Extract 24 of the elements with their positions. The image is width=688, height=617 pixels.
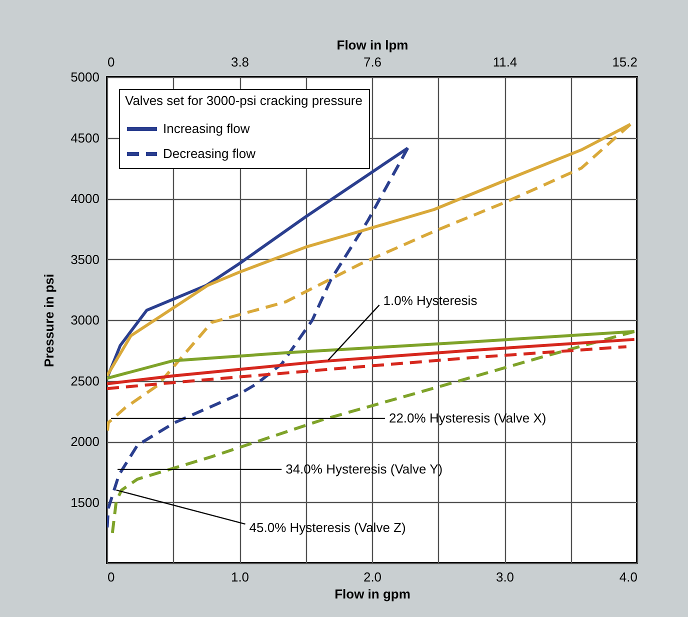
x-tick-label: 0	[108, 570, 115, 584]
x2-axis-title: Flow in lpm	[336, 38, 408, 52]
x2-tick-label: 11.4	[492, 54, 518, 70]
y-axis-title: Pressure in psi	[42, 274, 57, 368]
x-tick-label: 2.0	[363, 570, 382, 584]
y-tick-label: 2000	[70, 434, 100, 449]
x2-tick-label: 3.8	[230, 54, 250, 70]
y-tick-label: 5000	[70, 70, 100, 84]
y-tick-label: 3500	[70, 252, 100, 267]
y-tick-label: 4000	[70, 191, 100, 206]
legend-title: Valves set for 3000-psi cracking pressure	[125, 93, 362, 108]
x-tick-label: 4.0	[619, 570, 638, 584]
y-tick-label: 4500	[70, 130, 100, 146]
y-tick-label: 1500	[70, 494, 100, 510]
x-axis-title: Flow in gpm	[334, 586, 410, 602]
legend-label: Decreasing flow	[163, 146, 256, 161]
x-tick-label: 1.0	[230, 570, 250, 584]
x2-tick-label: 0	[108, 54, 115, 70]
legend-label: Increasing flow	[163, 121, 250, 136]
x2-tick-label: 15.2	[612, 54, 638, 70]
y-tick-label: 3000	[70, 312, 100, 328]
x-tick-label: 3.0	[496, 570, 514, 584]
y-tick-label: 2500	[70, 373, 100, 388]
x2-tick-label: 7.6	[363, 54, 382, 70]
